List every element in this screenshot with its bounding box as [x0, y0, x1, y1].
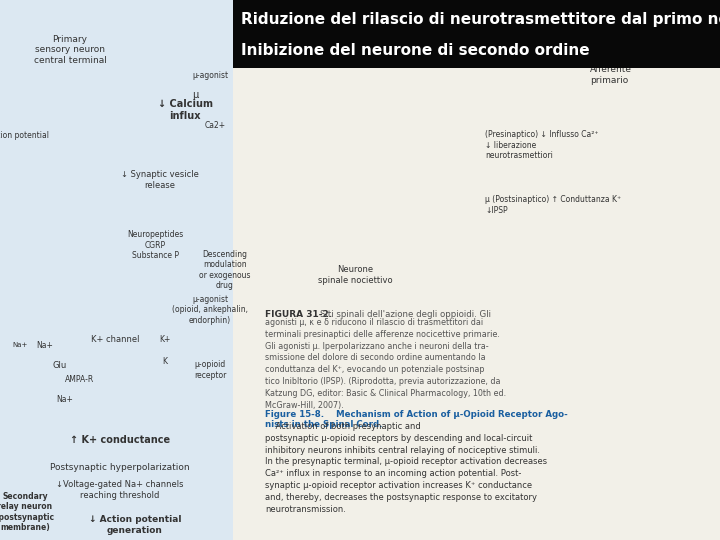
Text: μ-agonist: μ-agonist — [192, 71, 228, 79]
Text: K: K — [163, 357, 168, 367]
Text: K+: K+ — [159, 335, 171, 345]
Text: (Presinaptico) ↓ Influsso Ca²⁺
↓ liberazione
neurotrasmettiori: (Presinaptico) ↓ Influsso Ca²⁺ ↓ liberaz… — [485, 130, 598, 160]
Text: Inibizione del neurone di secondo ordine: Inibizione del neurone di secondo ordine — [241, 43, 590, 58]
Text: ↑ K+ conductance: ↑ K+ conductance — [70, 435, 170, 445]
Text: Postsynaptic hyperpolarization: Postsynaptic hyperpolarization — [50, 463, 190, 472]
Text: μ (Postsinaptico) ↑ Conduttanza K⁺
↓IPSP: μ (Postsinaptico) ↑ Conduttanza K⁺ ↓IPSP — [485, 195, 621, 215]
Text: AMPA-R: AMPA-R — [66, 375, 94, 384]
Text: Ca2+: Ca2+ — [204, 120, 225, 130]
Text: Siti spinali dell'azione degli oppioidi. Gli: Siti spinali dell'azione degli oppioidi.… — [320, 310, 491, 319]
Text: nists in the Spinal Cord.: nists in the Spinal Cord. — [265, 420, 382, 429]
Text: ↓ Action potential
generation: ↓ Action potential generation — [89, 515, 181, 535]
Text: Na+: Na+ — [37, 341, 53, 349]
Text: μ-agonist
(opioid, ankephalin,
endorphin): μ-agonist (opioid, ankephalin, endorphin… — [172, 295, 248, 325]
Text: Action potential: Action potential — [0, 131, 48, 139]
Bar — [233, 0, 720, 68]
Text: Figure 15-8.    Mechanism of Action of μ-Opioid Receptor Ago-: Figure 15-8. Mechanism of Action of μ-Op… — [265, 410, 568, 419]
Text: ↓ Synaptic vesicle
release: ↓ Synaptic vesicle release — [121, 170, 199, 190]
Bar — [233, 0, 720, 540]
Text: μ-opioid
receptor: μ-opioid receptor — [194, 360, 226, 380]
Text: agonisti μ, κ e δ riducono il rilascio di trasmettitori dai
terminali presinapti: agonisti μ, κ e δ riducono il rilascio d… — [265, 318, 506, 410]
Text: Activation of both presynaptic and
postsynaptic μ-opioid receptors by descending: Activation of both presynaptic and posts… — [265, 422, 547, 514]
Text: K+ channel: K+ channel — [91, 335, 139, 345]
Text: ↓Voltage-gated Na+ channels
reaching threshold: ↓Voltage-gated Na+ channels reaching thr… — [56, 480, 184, 500]
Text: Primary
sensory neuron
central terminal: Primary sensory neuron central terminal — [34, 35, 107, 65]
Text: Glu: Glu — [53, 361, 67, 369]
Bar — [0, 0, 233, 540]
Text: Neuropeptides
CGRP
Substance P: Neuropeptides CGRP Substance P — [127, 230, 183, 260]
Text: Na+: Na+ — [57, 395, 73, 404]
Text: Secondary
relay neuron
(postsynaptic
membrane): Secondary relay neuron (postsynaptic mem… — [0, 492, 55, 532]
Text: FIGURA 31-2.: FIGURA 31-2. — [265, 310, 332, 319]
Text: Riduzione del rilascio di neurotrasmettitore dal primo neurone: Riduzione del rilascio di neurotrasmetti… — [241, 11, 720, 26]
Text: Na+: Na+ — [12, 342, 27, 348]
Text: ↓ Calcium
influx: ↓ Calcium influx — [158, 99, 212, 121]
Text: Descending
modulation
or exogenous
drug: Descending modulation or exogenous drug — [199, 250, 251, 290]
Text: μ: μ — [192, 90, 198, 100]
Text: Neurone
spinale nociettivo: Neurone spinale nociettivo — [318, 265, 392, 285]
Text: Afferente
primario: Afferente primario — [590, 65, 632, 85]
